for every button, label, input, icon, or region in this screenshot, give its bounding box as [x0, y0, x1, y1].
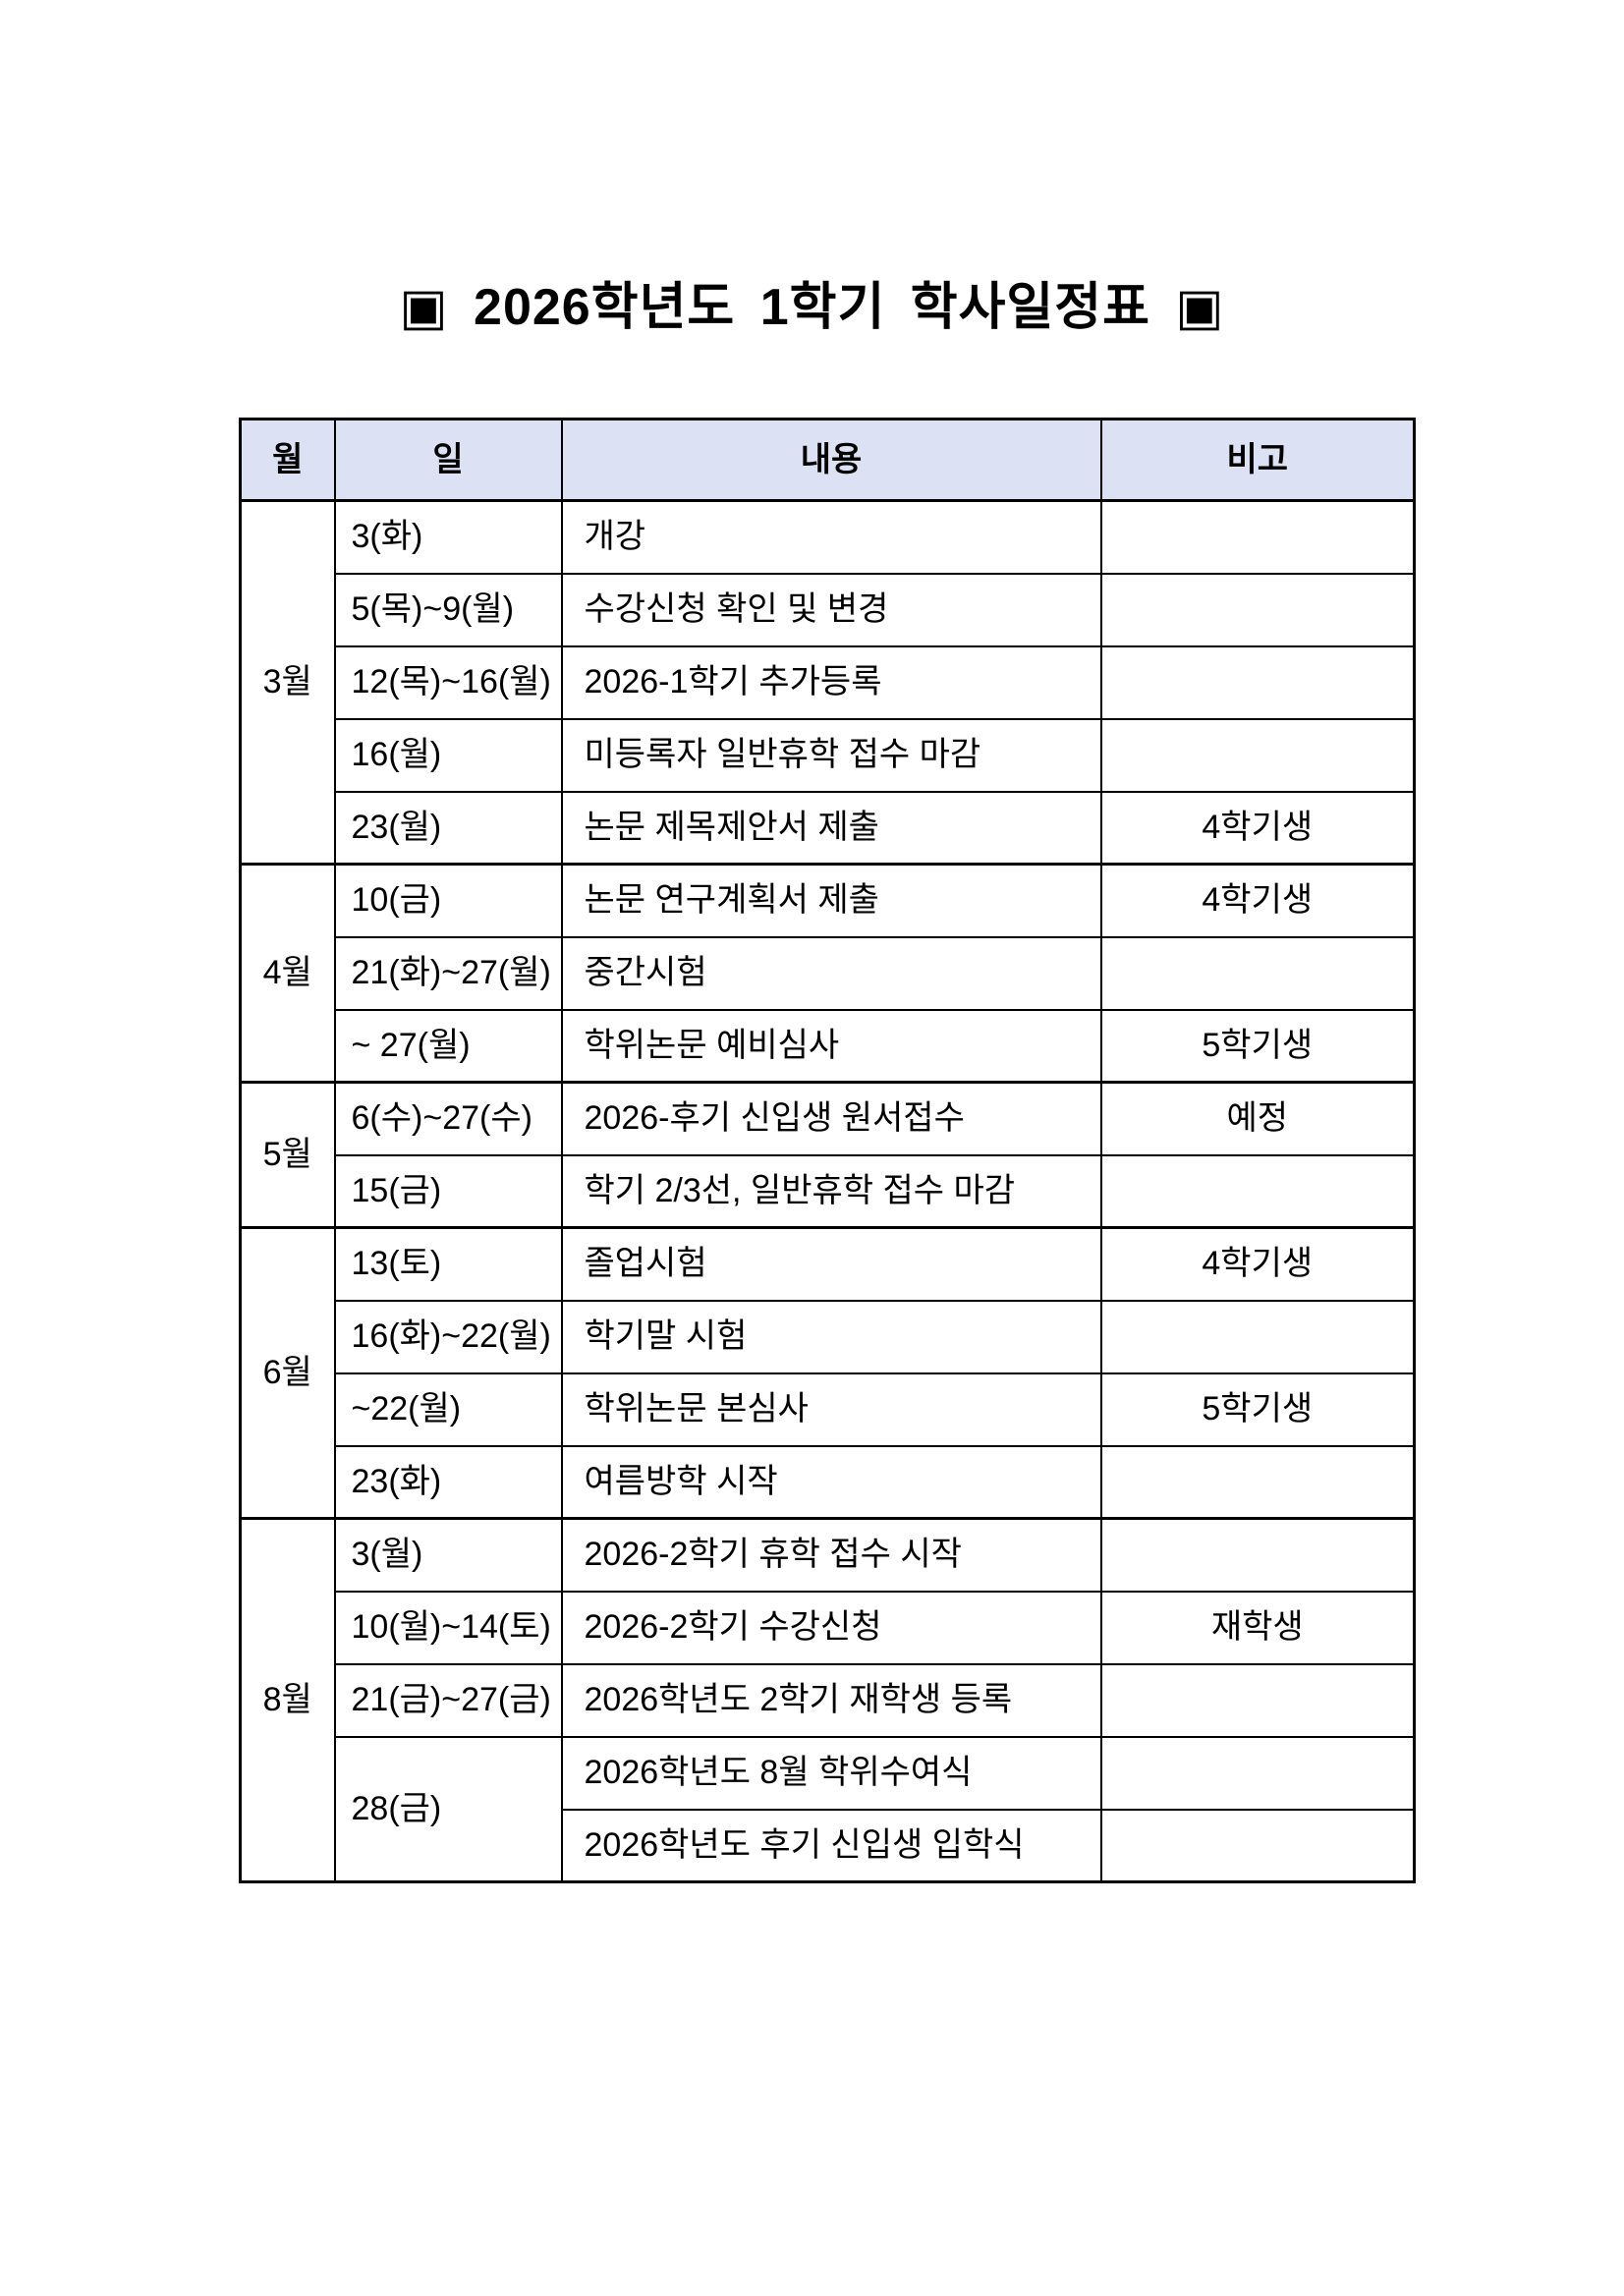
table-row: 28(금) 2026학년도 8월 학위수여식 — [241, 1735, 1416, 1883]
table-row: 16(월) 미등록자 일반휴학 접수 마감 — [241, 717, 1416, 793]
note-cell: 5학기생 — [1099, 1008, 1416, 1084]
table-row: 2026학년도 후기 신입생 입학식 — [241, 1808, 1416, 1883]
content-cell: 졸업시험 — [560, 1226, 1102, 1302]
table-row: 15(금) 학기 2/3선, 일반휴학 접수 마감 — [241, 1153, 1416, 1229]
note-cell — [1099, 499, 1416, 575]
day-cell: 3(화) — [333, 499, 563, 575]
note-cell — [1099, 572, 1416, 647]
note-cell: 예정 — [1099, 1081, 1416, 1156]
content-cell: 학기말 시험 — [560, 1299, 1102, 1374]
note-cell — [1099, 1662, 1416, 1738]
month-cell: 6월 — [239, 1226, 336, 1520]
content-cell: 2026학년도 2학기 재학생 등록 — [560, 1662, 1102, 1738]
content-cell: 학위논문 예비심사 — [560, 1008, 1102, 1084]
note-cell: 4학기생 — [1099, 863, 1416, 938]
content-cell: 개강 — [560, 499, 1102, 575]
note-cell — [1099, 717, 1416, 793]
day-cell: 21(화)~27(월) — [333, 935, 563, 1011]
note-cell: 4학기생 — [1099, 1226, 1416, 1302]
note-cell: 재학생 — [1099, 1590, 1416, 1665]
month-cell: 3월 — [239, 499, 336, 866]
table-row: 10(월)~14(토) 2026-2학기 수강신청 재학생 — [241, 1590, 1416, 1665]
content-cell: 2026-2학기 휴학 접수 시작 — [560, 1517, 1102, 1593]
content-cell: 논문 제목제안서 제출 — [560, 790, 1102, 866]
note-cell — [1099, 1808, 1416, 1883]
day-cell: 23(월) — [333, 790, 563, 866]
content-cell: 여름방학 시작 — [560, 1444, 1102, 1520]
note-cell: 5학기생 — [1099, 1372, 1416, 1447]
content-cell: 학위논문 본심사 — [560, 1372, 1102, 1447]
note-cell — [1099, 935, 1416, 1011]
table-row: ~ 27(월) 학위논문 예비심사 5학기생 — [241, 1008, 1416, 1084]
note-cell — [1099, 644, 1416, 720]
content-cell: 2026-1학기 추가등록 — [560, 644, 1102, 720]
content-cell: 논문 연구계획서 제출 — [560, 863, 1102, 938]
day-cell: 15(금) — [333, 1153, 563, 1229]
month-cell: 5월 — [239, 1081, 336, 1229]
content-cell: 2026학년도 8월 학위수여식 — [560, 1735, 1102, 1811]
table-row: 8월 3(월) 2026-2학기 휴학 접수 시작 — [239, 1517, 1416, 1883]
note-cell — [1099, 1517, 1416, 1593]
note-cell — [1099, 1735, 1416, 1811]
col-header-note: 비고 — [1099, 418, 1416, 502]
day-cell: 23(화) — [333, 1444, 563, 1520]
day-cell: 28(금) — [333, 1735, 563, 1883]
content-cell: 학기 2/3선, 일반휴학 접수 마감 — [560, 1153, 1102, 1229]
table-row: 5(목)~9(월) 수강신청 확인 및 변경 — [241, 572, 1416, 647]
day-cell: 10(금) — [333, 863, 563, 938]
table-row: 21(화)~27(월) 중간시험 — [241, 935, 1416, 1011]
month-cell: 8월 — [239, 1517, 336, 1883]
content-cell: 수강신청 확인 및 변경 — [560, 572, 1102, 647]
col-header-day: 일 — [333, 418, 563, 502]
col-header-month: 월 — [239, 418, 336, 502]
col-header-content: 내용 — [560, 418, 1102, 502]
content-cell: 미등록자 일반휴학 접수 마감 — [560, 717, 1102, 793]
table-row: 4월 10(금) 논문 연구계획서 제출 4학기생 — [239, 863, 1416, 1084]
page-title: ▣ 2026학년도 1학기 학사일정표 ▣ — [399, 279, 1225, 336]
note-cell — [1099, 1444, 1416, 1520]
table-row: 3월 3(화) 개강 — [239, 499, 1416, 866]
table-row: 5월 6(수)~27(수) 2026-후기 신입생 원서접수 예정 — [239, 1081, 1416, 1229]
day-cell: ~22(월) — [333, 1372, 563, 1447]
day-cell: 16(월) — [333, 717, 563, 793]
day-cell: 16(화)~22(월) — [333, 1299, 563, 1374]
day-cell: 10(월)~14(토) — [333, 1590, 563, 1665]
content-cell: 2026-2학기 수강신청 — [560, 1590, 1102, 1665]
day-cell: 3(월) — [333, 1517, 563, 1593]
content-cell: 중간시험 — [560, 935, 1102, 1011]
content-cell: 2026학년도 후기 신입생 입학식 — [560, 1808, 1102, 1883]
table-row: 23(화) 여름방학 시작 — [241, 1444, 1416, 1520]
table-row: 6월 13(토) 졸업시험 4학기생 — [239, 1226, 1416, 1520]
header-row: 월 일 내용 비고 — [239, 418, 1416, 502]
day-cell: 12(목)~16(월) — [333, 644, 563, 720]
table-row: 12(목)~16(월) 2026-1학기 추가등록 — [241, 644, 1416, 720]
note-cell — [1099, 1299, 1416, 1374]
day-cell: 13(토) — [333, 1226, 563, 1302]
table-row: 23(월) 논문 제목제안서 제출 4학기생 — [241, 790, 1416, 866]
table-row: 16(화)~22(월) 학기말 시험 — [241, 1299, 1416, 1374]
day-cell: 5(목)~9(월) — [333, 572, 563, 647]
table-row: 21(금)~27(금) 2026학년도 2학기 재학생 등록 — [241, 1662, 1416, 1738]
note-cell — [1099, 1153, 1416, 1229]
day-cell: 21(금)~27(금) — [333, 1662, 563, 1738]
note-cell: 4학기생 — [1099, 790, 1416, 866]
day-cell: ~ 27(월) — [333, 1008, 563, 1084]
academic-schedule-table: 월 일 내용 비고 3월 3(화) 개강 5(목)~9(월) 수강신청 확인 및… — [239, 418, 1416, 1883]
day-cell: 6(수)~27(수) — [333, 1081, 563, 1156]
table-row: ~22(월) 학위논문 본심사 5학기생 — [241, 1372, 1416, 1447]
month-cell: 4월 — [239, 863, 336, 1084]
content-cell: 2026-후기 신입생 원서접수 — [560, 1081, 1102, 1156]
